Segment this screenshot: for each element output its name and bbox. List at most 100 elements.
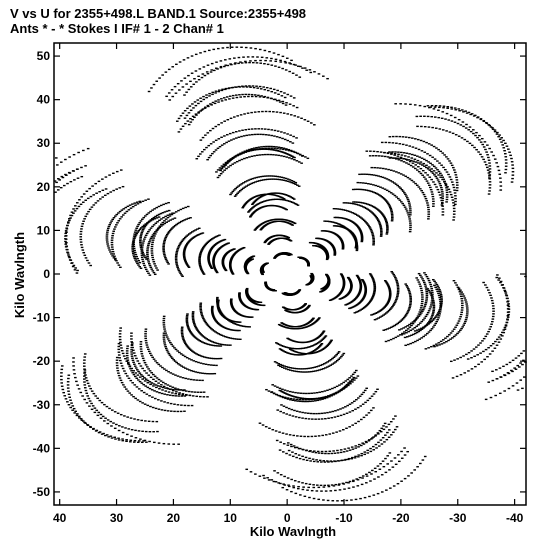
- uv-point: [314, 320, 318, 323]
- uv-point: [348, 411, 352, 413]
- uv-point: [205, 242, 209, 245]
- uv-point: [327, 395, 330, 397]
- uv-point: [384, 220, 388, 223]
- uv-point: [340, 290, 344, 292]
- uv-point: [232, 308, 235, 310]
- uv-point: [275, 149, 278, 152]
- uv-point: [404, 136, 408, 138]
- uv-point: [359, 300, 363, 302]
- uv-point: [67, 221, 70, 223]
- uv-point: [143, 266, 147, 269]
- uv-point: [357, 293, 360, 296]
- uv-point: [270, 149, 273, 151]
- uv-point: [496, 274, 499, 276]
- uv-point: [323, 397, 327, 400]
- uv-point: [290, 181, 294, 184]
- uv-point: [230, 63, 233, 66]
- uv-point: [144, 430, 148, 433]
- uv-point: [356, 275, 360, 278]
- uv-point: [522, 350, 526, 352]
- uv-point: [271, 192, 274, 194]
- uv-point: [235, 186, 239, 189]
- uv-point: [306, 412, 310, 414]
- uv-point: [405, 210, 409, 212]
- uv-point: [343, 386, 346, 389]
- uv-point: [131, 249, 135, 251]
- uv-point: [190, 238, 193, 240]
- uv-point: [401, 318, 405, 320]
- uv-point: [296, 204, 300, 206]
- uv-point: [488, 177, 491, 179]
- uv-point: [279, 148, 282, 150]
- uv-point: [406, 325, 409, 327]
- uv-point: [372, 449, 376, 451]
- uv-point: [309, 412, 313, 415]
- uv-point: [220, 136, 223, 139]
- uv-point: [290, 59, 293, 62]
- uv-point: [388, 297, 392, 299]
- uv-point: [73, 210, 77, 212]
- uv-point: [149, 376, 153, 379]
- uv-point: [233, 162, 237, 164]
- uv-point: [227, 140, 231, 142]
- uv-point: [435, 186, 438, 188]
- uv-point: [464, 320, 467, 323]
- uv-point: [141, 260, 145, 263]
- uv-point: [263, 128, 267, 130]
- uv-point: [185, 263, 189, 265]
- uv-point: [342, 279, 346, 281]
- uv-point: [408, 136, 411, 139]
- uv-point: [176, 410, 180, 413]
- uv-point: [134, 259, 137, 261]
- uv-point: [282, 198, 286, 200]
- uv-point: [406, 328, 410, 330]
- uv-point: [493, 158, 497, 160]
- uv-point: [287, 148, 291, 151]
- uv-point: [487, 347, 490, 349]
- uv-point: [234, 62, 237, 64]
- uv-point: [241, 129, 244, 131]
- uv-point: [369, 409, 373, 412]
- uv-point: [341, 429, 345, 431]
- uv-point: [257, 128, 260, 130]
- uv-point: [286, 153, 290, 155]
- uv-point: [377, 433, 380, 435]
- uv-point: [348, 480, 352, 483]
- uv-point: [407, 200, 410, 203]
- uv-point: [394, 336, 398, 339]
- uv-point: [340, 239, 343, 241]
- uv-point: [85, 213, 89, 215]
- uv-point: [130, 344, 134, 346]
- uv-point: [185, 83, 188, 85]
- uv-point: [170, 213, 174, 216]
- chart-subtitle: Ants * - * Stokes I IF# 1 - 2 Chan# 1: [10, 21, 224, 36]
- uv-point: [389, 326, 393, 329]
- uv-point: [89, 195, 93, 198]
- uv-point: [257, 225, 261, 227]
- uv-point: [226, 64, 230, 67]
- uv-point: [340, 383, 343, 385]
- uv-point: [274, 481, 278, 483]
- uv-point: [387, 436, 391, 438]
- uv-point: [301, 368, 305, 370]
- uv-point: [307, 346, 310, 348]
- uv-point: [434, 316, 437, 319]
- uv-point: [270, 198, 274, 201]
- uv-point: [394, 157, 397, 159]
- uv-point: [337, 223, 340, 225]
- uv-point: [335, 222, 339, 224]
- uv-point: [276, 178, 280, 181]
- uv-point: [494, 340, 497, 343]
- uv-point: [286, 178, 290, 180]
- uv-point: [338, 357, 342, 359]
- uv-point: [88, 208, 92, 211]
- uv-point: [351, 381, 354, 383]
- uv-point: [166, 261, 169, 264]
- uv-point: [138, 266, 142, 268]
- uv-point: [441, 197, 444, 199]
- uv-point: [108, 223, 111, 226]
- uv-point: [292, 202, 296, 204]
- uv-point: [396, 322, 400, 325]
- uv-point: [83, 375, 86, 377]
- uv-point: [385, 303, 389, 305]
